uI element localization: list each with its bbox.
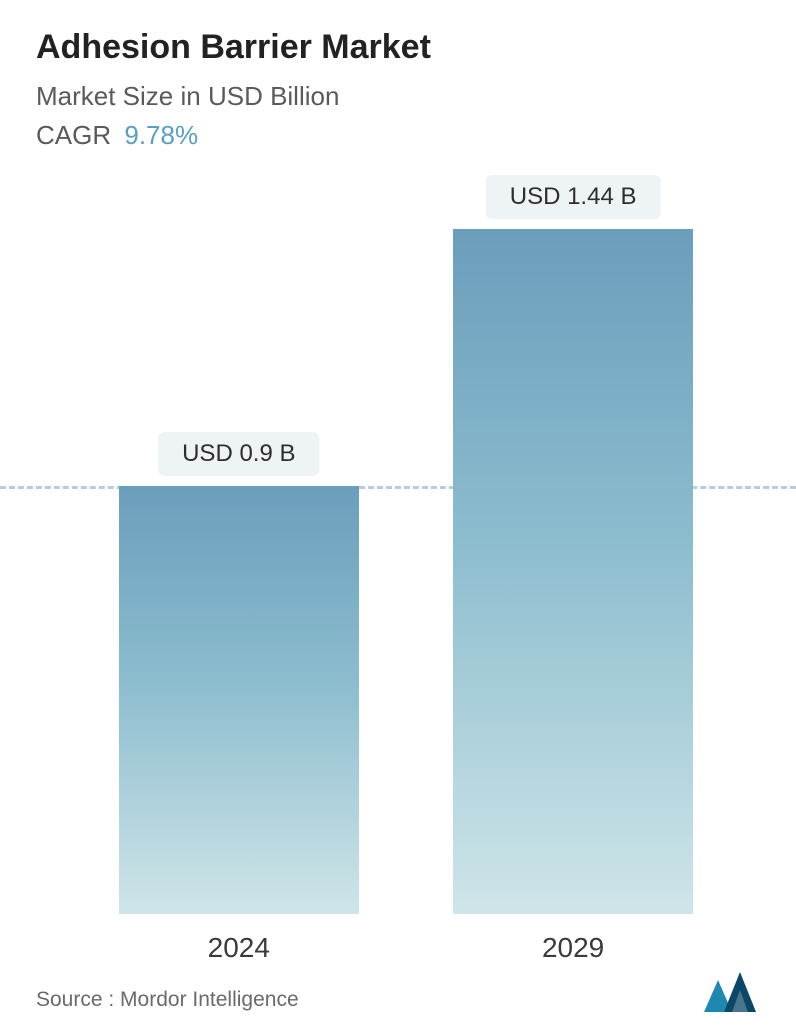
value-label: USD 0.9 B [158, 432, 319, 476]
chart-plot-area: USD 0.9 B USD 1.44 B [0, 200, 796, 914]
chart-title: Adhesion Barrier Market [36, 28, 760, 67]
chart-card: Adhesion Barrier Market Market Size in U… [0, 0, 796, 1034]
x-axis-label: 2029 [542, 932, 604, 964]
x-axis-labels: 2024 2029 [0, 932, 796, 972]
bar-fill [453, 229, 693, 914]
bar-2029: USD 1.44 B [453, 229, 693, 914]
value-label: USD 1.44 B [486, 175, 661, 219]
cagr-value: 9.78% [124, 120, 198, 150]
source-attribution: Source : Mordor Intelligence [36, 988, 299, 1012]
x-axis-label: 2024 [208, 932, 270, 964]
chart-footer: Source : Mordor Intelligence [36, 972, 760, 1012]
bar-fill [119, 486, 359, 914]
bar-2024: USD 0.9 B [119, 486, 359, 914]
cagr-row: CAGR 9.78% [36, 120, 760, 151]
chart-subtitle: Market Size in USD Billion [36, 81, 760, 112]
cagr-label: CAGR [36, 120, 111, 150]
mordor-logo-icon [704, 972, 760, 1012]
